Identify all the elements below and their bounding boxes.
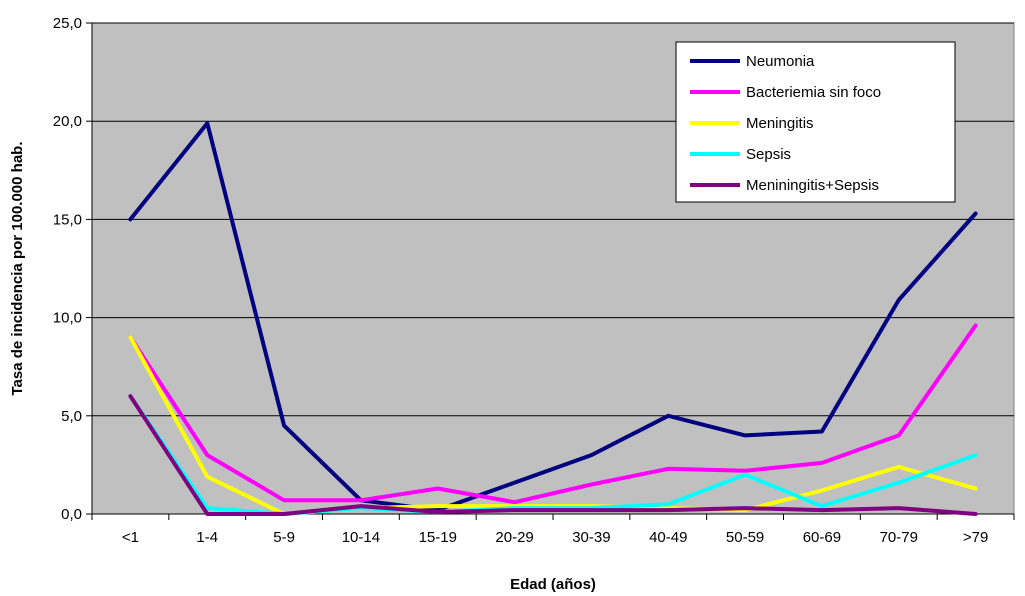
x-axis-title: Edad (años): [510, 576, 596, 593]
gridlines: [92, 22, 1014, 417]
x-tick-label: 60-69: [803, 529, 841, 546]
legend-label: Meningitis: [746, 115, 814, 132]
y-tick-label: 15,0: [53, 211, 82, 228]
y-tick-label: 10,0: [53, 310, 82, 327]
x-tick-label: 20-29: [495, 529, 533, 546]
x-tick-label: 30-39: [572, 529, 610, 546]
x-tick-label: 15-19: [419, 529, 457, 546]
legend-label: Bacteriemia sin foco: [746, 84, 881, 101]
series-line-5: [128, 394, 978, 516]
y-tick-label: 0,0: [61, 506, 82, 523]
y-tick-label: 25,0: [53, 15, 82, 32]
series-line-1: [128, 121, 978, 513]
x-tick-label: 1-4: [196, 529, 218, 546]
series-lines: [128, 121, 978, 516]
legend-label: Neumonia: [746, 53, 815, 70]
legend: Neumonia Bacteriemia sin foco Meningitis Se…: [675, 41, 956, 203]
x-tick-label: 50-59: [726, 529, 764, 546]
legend-label: Sepsis: [746, 146, 791, 163]
y-axis-title: Tasa de incidencia por 100.000 hab.: [9, 142, 26, 396]
y-axis-ticks: 0,0 5,0 10,0 15,0 20,0 25,0: [53, 15, 93, 523]
x-tick-label: 70-79: [880, 529, 918, 546]
legend-label: Meniningitis+Sepsis: [746, 177, 879, 194]
series-line-2: [128, 323, 978, 505]
x-tick-label: 40-49: [649, 529, 687, 546]
x-tick-label: 10-14: [342, 529, 380, 546]
x-axis-ticks: <1 1-4 5-9 10-14 15-19 20-29 30-39 40-49 50-59 60…: [91, 513, 1015, 546]
legend-box: [675, 41, 956, 203]
x-tick-label: >79: [963, 529, 988, 546]
y-tick-label: 20,0: [53, 113, 82, 130]
x-tick-label: <1: [122, 529, 139, 546]
x-tick-label: 5-9: [273, 529, 295, 546]
y-tick-label: 5,0: [61, 408, 82, 425]
